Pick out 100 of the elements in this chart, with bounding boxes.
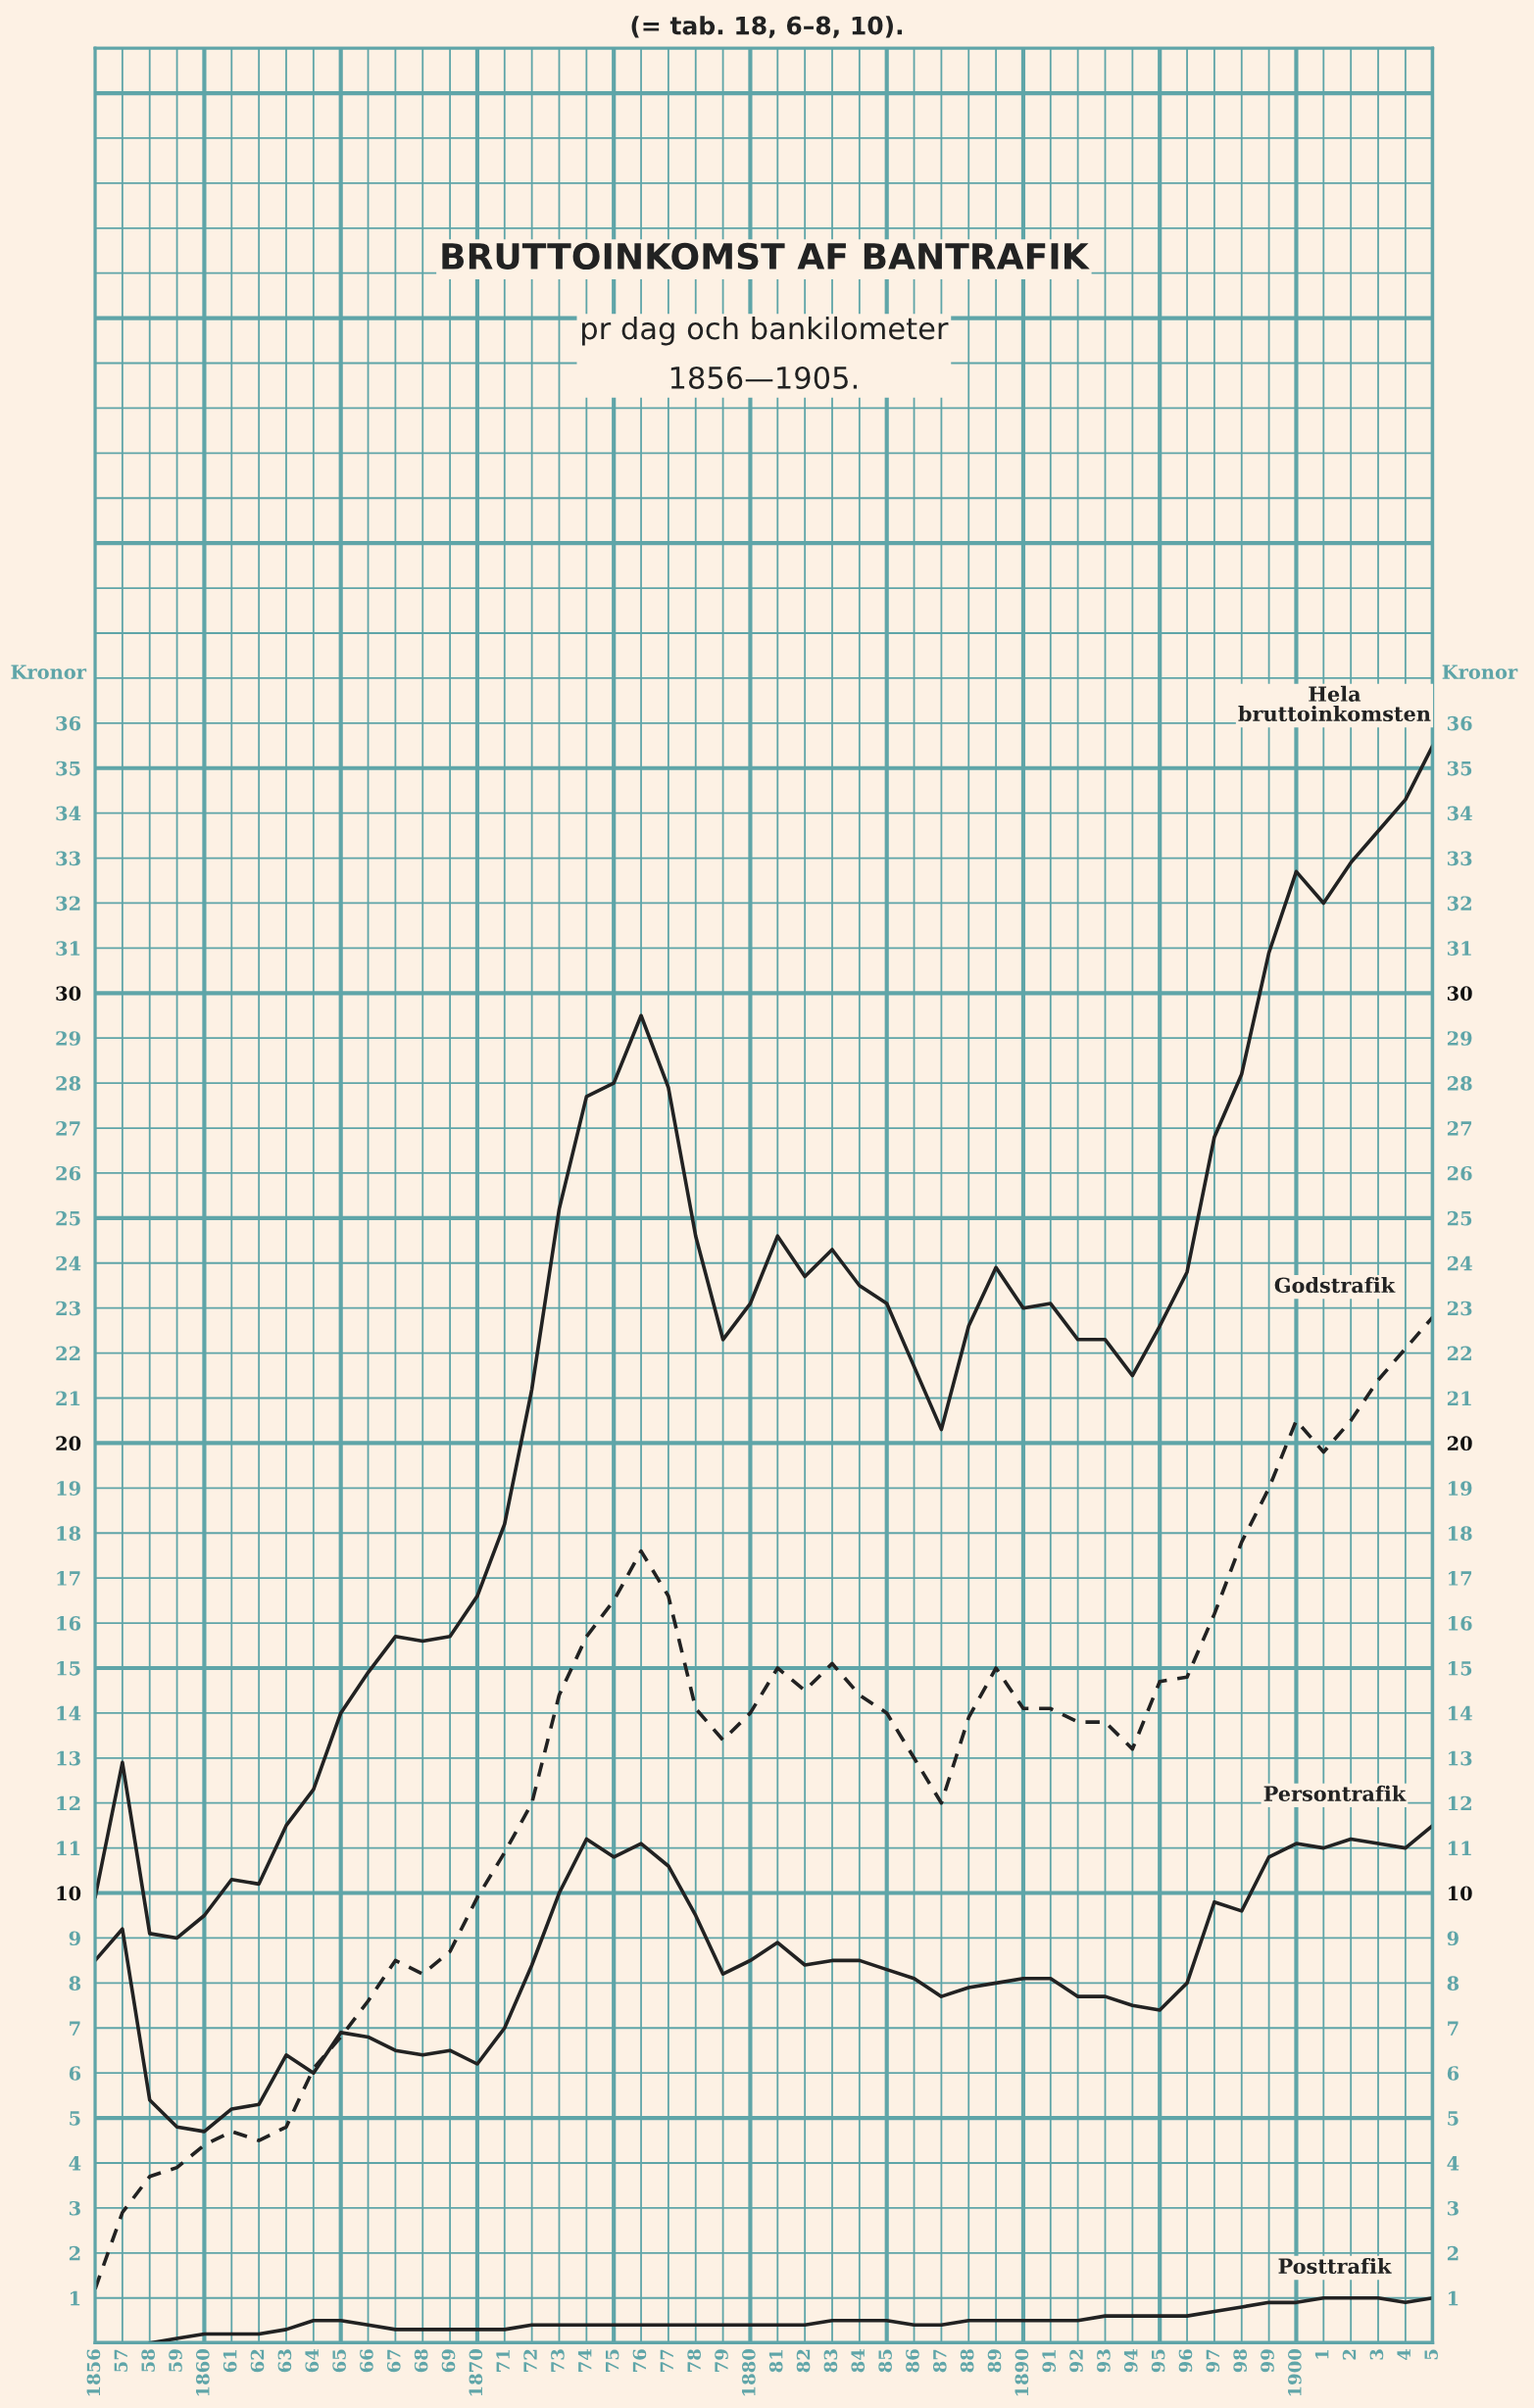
line-series (95, 743, 1433, 1941)
y2-tick-label: 18 (1448, 1526, 1472, 1541)
y-tick-label: 20 (56, 1436, 81, 1451)
y2-tick-label: 5 (1448, 2111, 1459, 2126)
y2-tick-label: 4 (1447, 2155, 1460, 2171)
x-tick-label: 72 (523, 2349, 537, 2372)
x-tick-label: 94 (1123, 2348, 1138, 2373)
x-tick-label: 84 (851, 2348, 866, 2373)
x-tick-label: 99 (1261, 2349, 1274, 2373)
x-tick-label: 86 (906, 2349, 919, 2373)
x-tick-label: 89 (987, 2349, 1002, 2373)
text: Godstrafik (1274, 1277, 1396, 1294)
y2-tick-label: 17 (1448, 1571, 1472, 1586)
y-tick-label: 14 (57, 1705, 81, 1721)
x-tick-label: 79 (715, 2349, 728, 2372)
y-tick-label: 11 (57, 1841, 80, 1856)
x-tick-label: 92 (1069, 2349, 1083, 2373)
line-series (95, 1315, 1433, 2291)
y-tick-label: 8 (69, 1976, 81, 1991)
y2-tick-label: 31 (1447, 941, 1471, 957)
x-tick-label: 1890 (1014, 2349, 1029, 2396)
x-tick-label: 78 (687, 2349, 701, 2372)
y2-tick-label: 2 (1447, 2245, 1459, 2261)
y2-tick-label: 10 (1448, 1886, 1472, 1901)
x-tick-label: 57 (114, 2349, 128, 2372)
x-tick-label: 81 (768, 2350, 783, 2373)
x-tick-label: 65 (332, 2349, 346, 2373)
x-tick-label: 2 (1342, 2349, 1357, 2360)
x-tick-label: 97 (1206, 2349, 1220, 2373)
x-tick-label: 62 (250, 2349, 265, 2373)
x-tick-label: 76 (632, 2349, 647, 2372)
series-label: Posttrafik (1278, 2257, 1392, 2275)
y-tick-label: 10 (57, 1886, 81, 1901)
y-tick-label: 23 (56, 1301, 80, 1316)
x-tick-label: 69 (441, 2349, 456, 2373)
y-tick-label: 9 (69, 1931, 80, 1946)
y2-tick-label: 8 (1447, 1976, 1460, 1991)
y2-tick-label: 7 (1448, 2021, 1459, 2036)
y2-tick-label: 13 (1448, 1750, 1472, 1766)
x-tick-label: 63 (277, 2349, 292, 2373)
y-axis-title: Kronor (11, 664, 87, 679)
y-tick-label: 6 (69, 2066, 81, 2081)
y-tick-label: 7 (70, 2021, 80, 2036)
y-tick-label: 35 (56, 761, 80, 776)
y-tick-label: 16 (57, 1616, 81, 1631)
y-tick-label: 5 (70, 2111, 80, 2126)
y-tick-label: 21 (56, 1391, 80, 1405)
y2-tick-label: 34 (1447, 806, 1472, 821)
x-tick-label: 93 (1097, 2349, 1111, 2373)
y2-tick-label: 36 (1447, 715, 1472, 731)
series-label: Persontrafik (1263, 1785, 1407, 1801)
x-tick-label: 85 (878, 2349, 892, 2373)
x-tick-label: 96 (1178, 2349, 1193, 2373)
x-tick-label: 87 (932, 2349, 947, 2373)
y-tick-label: 15 (57, 1660, 80, 1676)
x-tick-label: 1870 (469, 2349, 483, 2396)
y-tick-label: 34 (56, 806, 81, 821)
y-tick-label: 18 (57, 1526, 81, 1541)
x-tick-label: 83 (823, 2349, 838, 2373)
y2-tick-label: 28 (1447, 1076, 1472, 1091)
x-tick-label: 1860 (196, 2349, 210, 2396)
y-tick-label: 4 (69, 2155, 81, 2171)
x-tick-label: 61 (223, 2350, 237, 2373)
x-tick-label: 98 (1233, 2349, 1247, 2373)
y2-tick-label: 24 (1447, 1255, 1472, 1271)
y2-tick-label: 21 (1447, 1391, 1471, 1405)
x-tick-label: 1 (1314, 2350, 1329, 2359)
y-tick-label: 3 (69, 2200, 80, 2216)
y2-tick-label: 15 (1448, 1660, 1472, 1676)
y-tick-label: 27 (56, 1120, 80, 1136)
x-tick-label: 74 (577, 2348, 592, 2372)
y-tick-label: 24 (56, 1255, 81, 1271)
y-tick-label: 28 (56, 1076, 81, 1091)
y-tick-label: 29 (56, 1031, 80, 1046)
y2-tick-label: 9 (1447, 1931, 1459, 1946)
y2-tick-label: 35 (1447, 761, 1472, 776)
x-tick-label: 5 (1424, 2349, 1438, 2360)
y-tick-label: 30 (56, 986, 81, 1001)
x-tick-label: 1880 (742, 2349, 756, 2396)
y2-tick-label: 6 (1447, 2066, 1460, 2081)
y2-tick-label: 32 (1447, 896, 1471, 911)
y2-tick-label: 20 (1447, 1436, 1472, 1451)
x-tick-label: 88 (960, 2349, 974, 2373)
y2-axis-title: Kronor (1442, 664, 1518, 679)
text: pr dag och bankilometer 1856—1905. (582, 316, 949, 389)
series-label: Hela bruttoinkomsten (1238, 685, 1431, 722)
y-tick-label: 25 (56, 1210, 80, 1226)
x-tick-label: 91 (1042, 2350, 1057, 2373)
y-tick-label: 12 (57, 1795, 80, 1811)
y2-tick-label: 12 (1448, 1795, 1471, 1811)
y2-tick-label: 27 (1447, 1120, 1472, 1136)
y-tick-label: 17 (57, 1571, 80, 1586)
y2-tick-label: 33 (1447, 851, 1472, 866)
x-tick-label: 67 (386, 2349, 401, 2373)
x-tick-label: 66 (360, 2349, 373, 2373)
x-tick-label: 1900 (1288, 2349, 1302, 2396)
y-tick-label: 19 (57, 1481, 80, 1496)
x-tick-label: 59 (169, 2349, 182, 2372)
x-tick-label: 3 (1369, 2349, 1384, 2360)
text: BRUTTOINKOMST AF BANTRAFIK (442, 242, 1090, 270)
